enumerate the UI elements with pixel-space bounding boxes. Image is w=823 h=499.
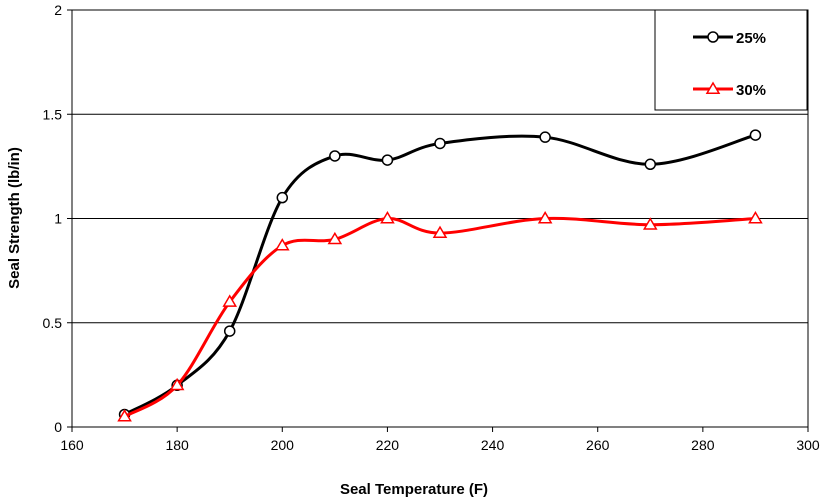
data-point bbox=[642, 217, 658, 230]
data-point bbox=[169, 377, 185, 391]
data-point bbox=[117, 409, 132, 422]
data-point bbox=[537, 211, 553, 224]
gridlines bbox=[72, 113, 808, 324]
data-point bbox=[276, 191, 289, 204]
data-point bbox=[381, 154, 394, 166]
axis-ticks: 0 0.5 1 1.5 2 160 180 200 220 240 260 280 300 bbox=[43, 2, 820, 453]
data-point bbox=[327, 231, 343, 245]
legend-label: 25% bbox=[736, 30, 766, 47]
legend-entry: 30% bbox=[693, 81, 766, 99]
data-point bbox=[539, 131, 551, 143]
y-tick-label: 1 bbox=[54, 211, 62, 227]
data-point bbox=[380, 211, 395, 224]
legend-entry: 25% bbox=[693, 30, 766, 47]
legend: 25% 30% bbox=[654, 9, 808, 111]
x-tick-label: 180 bbox=[165, 437, 189, 453]
data-point bbox=[329, 150, 341, 162]
series-2 bbox=[117, 211, 763, 422]
y-tick-label: 0 bbox=[54, 419, 62, 435]
y-axis-title: Seal Strength (lb/in) bbox=[6, 147, 23, 289]
y-tick-label: 0.5 bbox=[43, 315, 63, 331]
legend-marker bbox=[705, 81, 721, 94]
y-tick-label: 1.5 bbox=[43, 106, 63, 122]
data-point bbox=[274, 238, 290, 251]
x-tick-label: 240 bbox=[481, 437, 505, 453]
x-tick-label: 160 bbox=[60, 437, 84, 453]
data-point bbox=[644, 158, 657, 171]
x-tick-label: 200 bbox=[271, 437, 295, 453]
x-tick-label: 260 bbox=[586, 437, 610, 453]
data-point bbox=[748, 211, 763, 224]
x-tick-label: 280 bbox=[691, 437, 715, 453]
legend-box bbox=[654, 9, 808, 111]
series-1 bbox=[118, 129, 762, 421]
data-point bbox=[222, 294, 238, 307]
data-point bbox=[223, 325, 236, 337]
series-line bbox=[123, 133, 756, 416]
data-point bbox=[749, 129, 762, 141]
data-series bbox=[117, 129, 763, 422]
series-line bbox=[123, 216, 756, 418]
legend-label: 30% bbox=[736, 82, 766, 99]
x-axis-title: Seal Temperature (F) bbox=[340, 481, 488, 498]
data-point bbox=[434, 137, 446, 150]
y-tick-label: 2 bbox=[54, 2, 62, 18]
legend-marker bbox=[707, 31, 719, 43]
x-tick-label: 300 bbox=[796, 437, 820, 453]
data-point bbox=[432, 225, 448, 239]
x-tick-label: 220 bbox=[376, 437, 400, 453]
